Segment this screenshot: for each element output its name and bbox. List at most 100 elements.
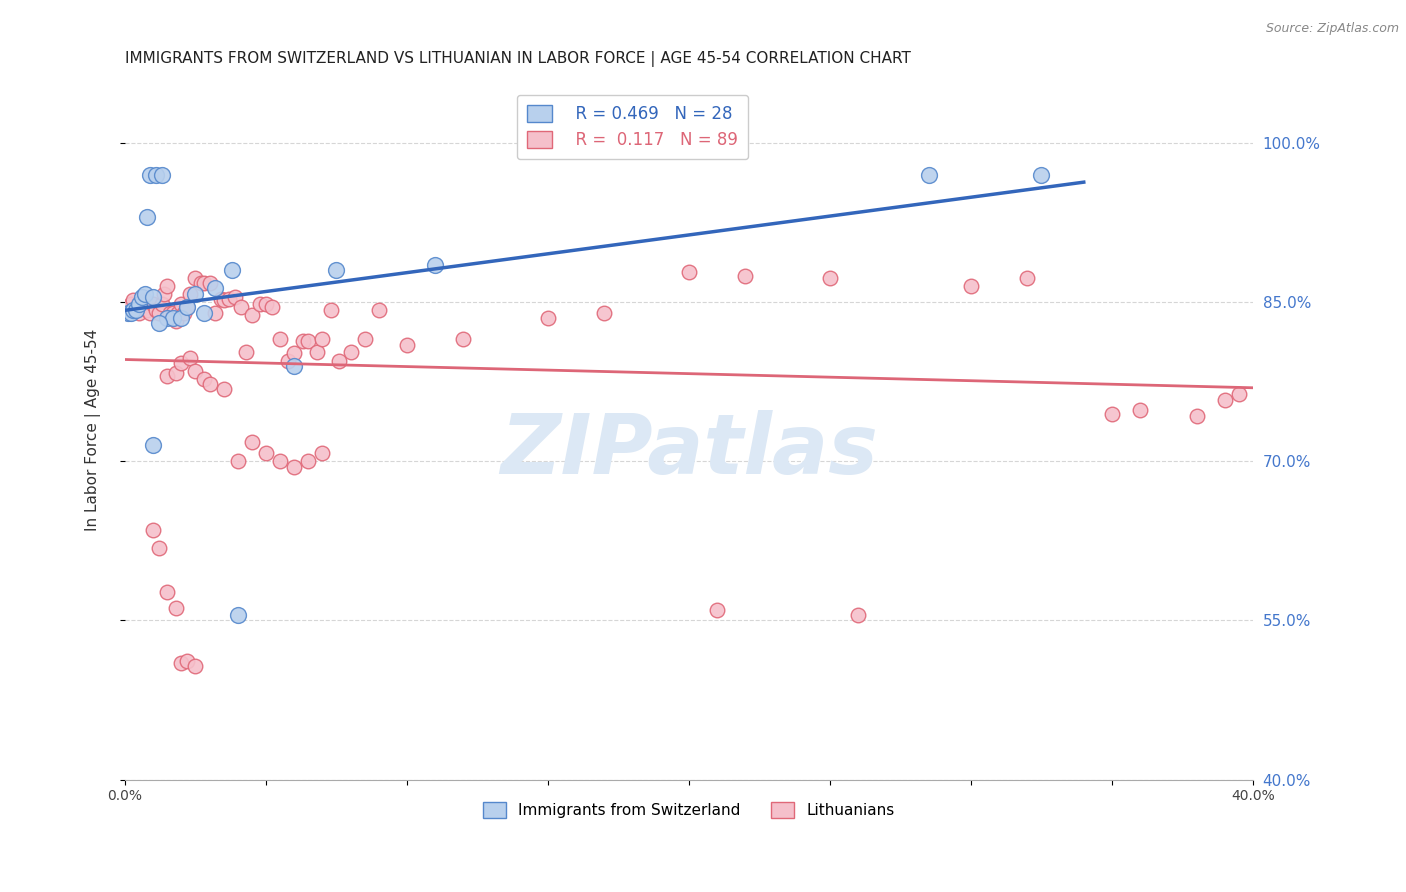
- Y-axis label: In Labor Force | Age 45-54: In Labor Force | Age 45-54: [86, 328, 101, 531]
- Point: [162, 306, 184, 320]
- Point: [235, 345, 257, 359]
- Point: [283, 359, 305, 373]
- Point: [134, 286, 156, 301]
- Point: [142, 438, 165, 452]
- Point: [221, 263, 243, 277]
- Point: [184, 286, 207, 301]
- Point: [165, 314, 187, 328]
- Point: [117, 306, 139, 320]
- Point: [176, 301, 198, 315]
- Point: [193, 276, 215, 290]
- Point: [142, 297, 165, 311]
- Point: [170, 656, 193, 670]
- Point: [305, 345, 328, 359]
- Point: [254, 446, 277, 460]
- Point: [198, 276, 221, 290]
- Point: [678, 265, 700, 279]
- Point: [1129, 403, 1152, 417]
- Point: [209, 292, 232, 306]
- Point: [134, 293, 156, 307]
- Text: ZIPatlas: ZIPatlas: [501, 410, 877, 491]
- Point: [734, 268, 756, 283]
- Point: [325, 263, 347, 277]
- Point: [212, 382, 235, 396]
- Point: [1227, 387, 1250, 401]
- Point: [139, 306, 162, 320]
- Point: [283, 459, 305, 474]
- Point: [453, 332, 475, 346]
- Point: [226, 608, 249, 623]
- Point: [311, 446, 333, 460]
- Point: [142, 523, 165, 537]
- Point: [706, 603, 728, 617]
- Point: [131, 297, 153, 311]
- Point: [1101, 407, 1123, 421]
- Point: [170, 311, 193, 326]
- Point: [139, 168, 162, 182]
- Point: [224, 290, 246, 304]
- Point: [593, 306, 616, 320]
- Point: [917, 168, 939, 182]
- Point: [339, 345, 361, 359]
- Point: [240, 435, 263, 450]
- Point: [260, 301, 283, 315]
- Text: Source: ZipAtlas.com: Source: ZipAtlas.com: [1265, 22, 1399, 36]
- Point: [176, 654, 198, 668]
- Point: [283, 346, 305, 360]
- Point: [367, 302, 389, 317]
- Point: [162, 311, 184, 326]
- Point: [179, 351, 201, 366]
- Point: [193, 371, 215, 385]
- Point: [156, 584, 179, 599]
- Point: [128, 306, 150, 320]
- Text: IMMIGRANTS FROM SWITZERLAND VS LITHUANIAN IN LABOR FORCE | AGE 45-54 CORRELATION: IMMIGRANTS FROM SWITZERLAND VS LITHUANIA…: [125, 51, 911, 67]
- Point: [136, 302, 159, 317]
- Point: [165, 366, 187, 380]
- Point: [125, 302, 148, 317]
- Point: [818, 270, 841, 285]
- Point: [120, 306, 142, 320]
- Point: [226, 454, 249, 468]
- Point: [179, 286, 201, 301]
- Point: [122, 293, 145, 307]
- Point: [311, 332, 333, 346]
- Point: [173, 306, 195, 320]
- Point: [423, 258, 446, 272]
- Point: [125, 302, 148, 317]
- Point: [198, 376, 221, 391]
- Point: [122, 302, 145, 317]
- Point: [170, 297, 193, 311]
- Point: [291, 334, 314, 349]
- Point: [240, 308, 263, 322]
- Point: [184, 659, 207, 673]
- Point: [150, 297, 173, 311]
- Point: [145, 168, 167, 182]
- Point: [960, 279, 983, 293]
- Point: [1213, 392, 1236, 407]
- Point: [395, 337, 418, 351]
- Point: [204, 281, 226, 295]
- Point: [277, 353, 299, 368]
- Point: [159, 306, 181, 320]
- Point: [142, 290, 165, 304]
- Point: [170, 356, 193, 370]
- Point: [212, 293, 235, 307]
- Point: [249, 297, 271, 311]
- Point: [269, 454, 291, 468]
- Point: [184, 364, 207, 378]
- Point: [269, 332, 291, 346]
- Point: [537, 311, 560, 326]
- Point: [128, 297, 150, 311]
- Point: [218, 292, 240, 306]
- Point: [190, 276, 212, 290]
- Point: [1031, 168, 1053, 182]
- Point: [193, 306, 215, 320]
- Point: [131, 290, 153, 304]
- Point: [148, 317, 170, 331]
- Point: [297, 334, 319, 349]
- Point: [846, 608, 869, 623]
- Point: [167, 306, 190, 320]
- Point: [148, 541, 170, 556]
- Point: [156, 279, 179, 293]
- Point: [184, 270, 207, 285]
